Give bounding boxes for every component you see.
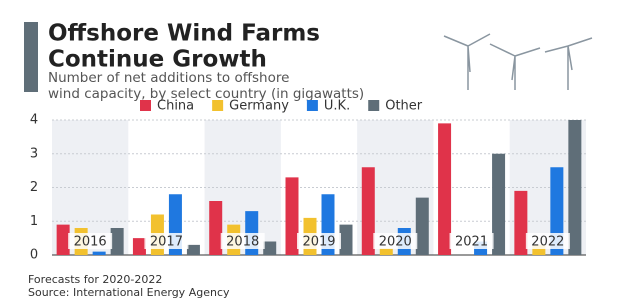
y-tick-label: 0 — [30, 248, 38, 263]
bar — [132, 238, 146, 255]
chart-subtitle: wind capacity, by select country (in gig… — [48, 86, 364, 102]
bar — [92, 251, 106, 255]
legend-label: U.K. — [324, 99, 350, 114]
bar — [209, 201, 223, 255]
bar — [415, 197, 429, 255]
x-tick-label: 2021 — [455, 235, 488, 250]
bar — [186, 244, 200, 255]
legend-label: Germany — [229, 99, 289, 114]
x-tick-label: 2020 — [379, 235, 412, 250]
label-bg — [68, 233, 113, 249]
label-bg — [297, 233, 341, 249]
accent-bar — [24, 22, 38, 92]
bar — [56, 224, 70, 255]
legend-swatch — [212, 100, 224, 111]
label-bg — [373, 233, 418, 249]
bar — [532, 244, 546, 255]
x-tick-label: 2019 — [302, 235, 335, 250]
chart-title: Continue Growth — [48, 47, 267, 73]
label-bg — [220, 233, 265, 249]
legend-label: China — [157, 99, 194, 114]
y-tick-label: 4 — [30, 113, 38, 128]
bar — [361, 167, 375, 255]
x-tick-label: 2017 — [150, 235, 183, 250]
chart-subtitle: Number of net additions to offshore — [48, 70, 289, 86]
label-bg — [144, 233, 189, 249]
bar — [285, 177, 299, 255]
label-bg — [449, 233, 494, 249]
bar — [514, 190, 528, 255]
bar — [568, 120, 582, 255]
bar — [263, 241, 277, 255]
y-tick-label: 1 — [30, 214, 38, 229]
bar — [379, 248, 393, 255]
bar — [339, 224, 353, 255]
x-tick-label: 2022 — [531, 235, 564, 250]
turbines — [443, 33, 593, 90]
legend-label: Other — [385, 99, 423, 114]
footnote: Forecasts for 2020-2022 — [28, 273, 162, 286]
bar — [438, 123, 452, 255]
y-tick-label: 3 — [30, 146, 38, 161]
label-bg — [525, 233, 570, 249]
bar — [492, 153, 506, 255]
x-tick-label: 2016 — [74, 235, 107, 250]
legend-swatch — [306, 100, 318, 111]
y-tick-label: 2 — [30, 180, 38, 195]
legend-swatch — [140, 100, 151, 111]
legend-swatch — [368, 100, 380, 111]
bar — [110, 228, 124, 255]
chart-title: Offshore Wind Farms — [48, 21, 320, 47]
x-tick-label: 2018 — [226, 235, 259, 250]
footnote: Source: International Energy Agency — [28, 286, 230, 299]
